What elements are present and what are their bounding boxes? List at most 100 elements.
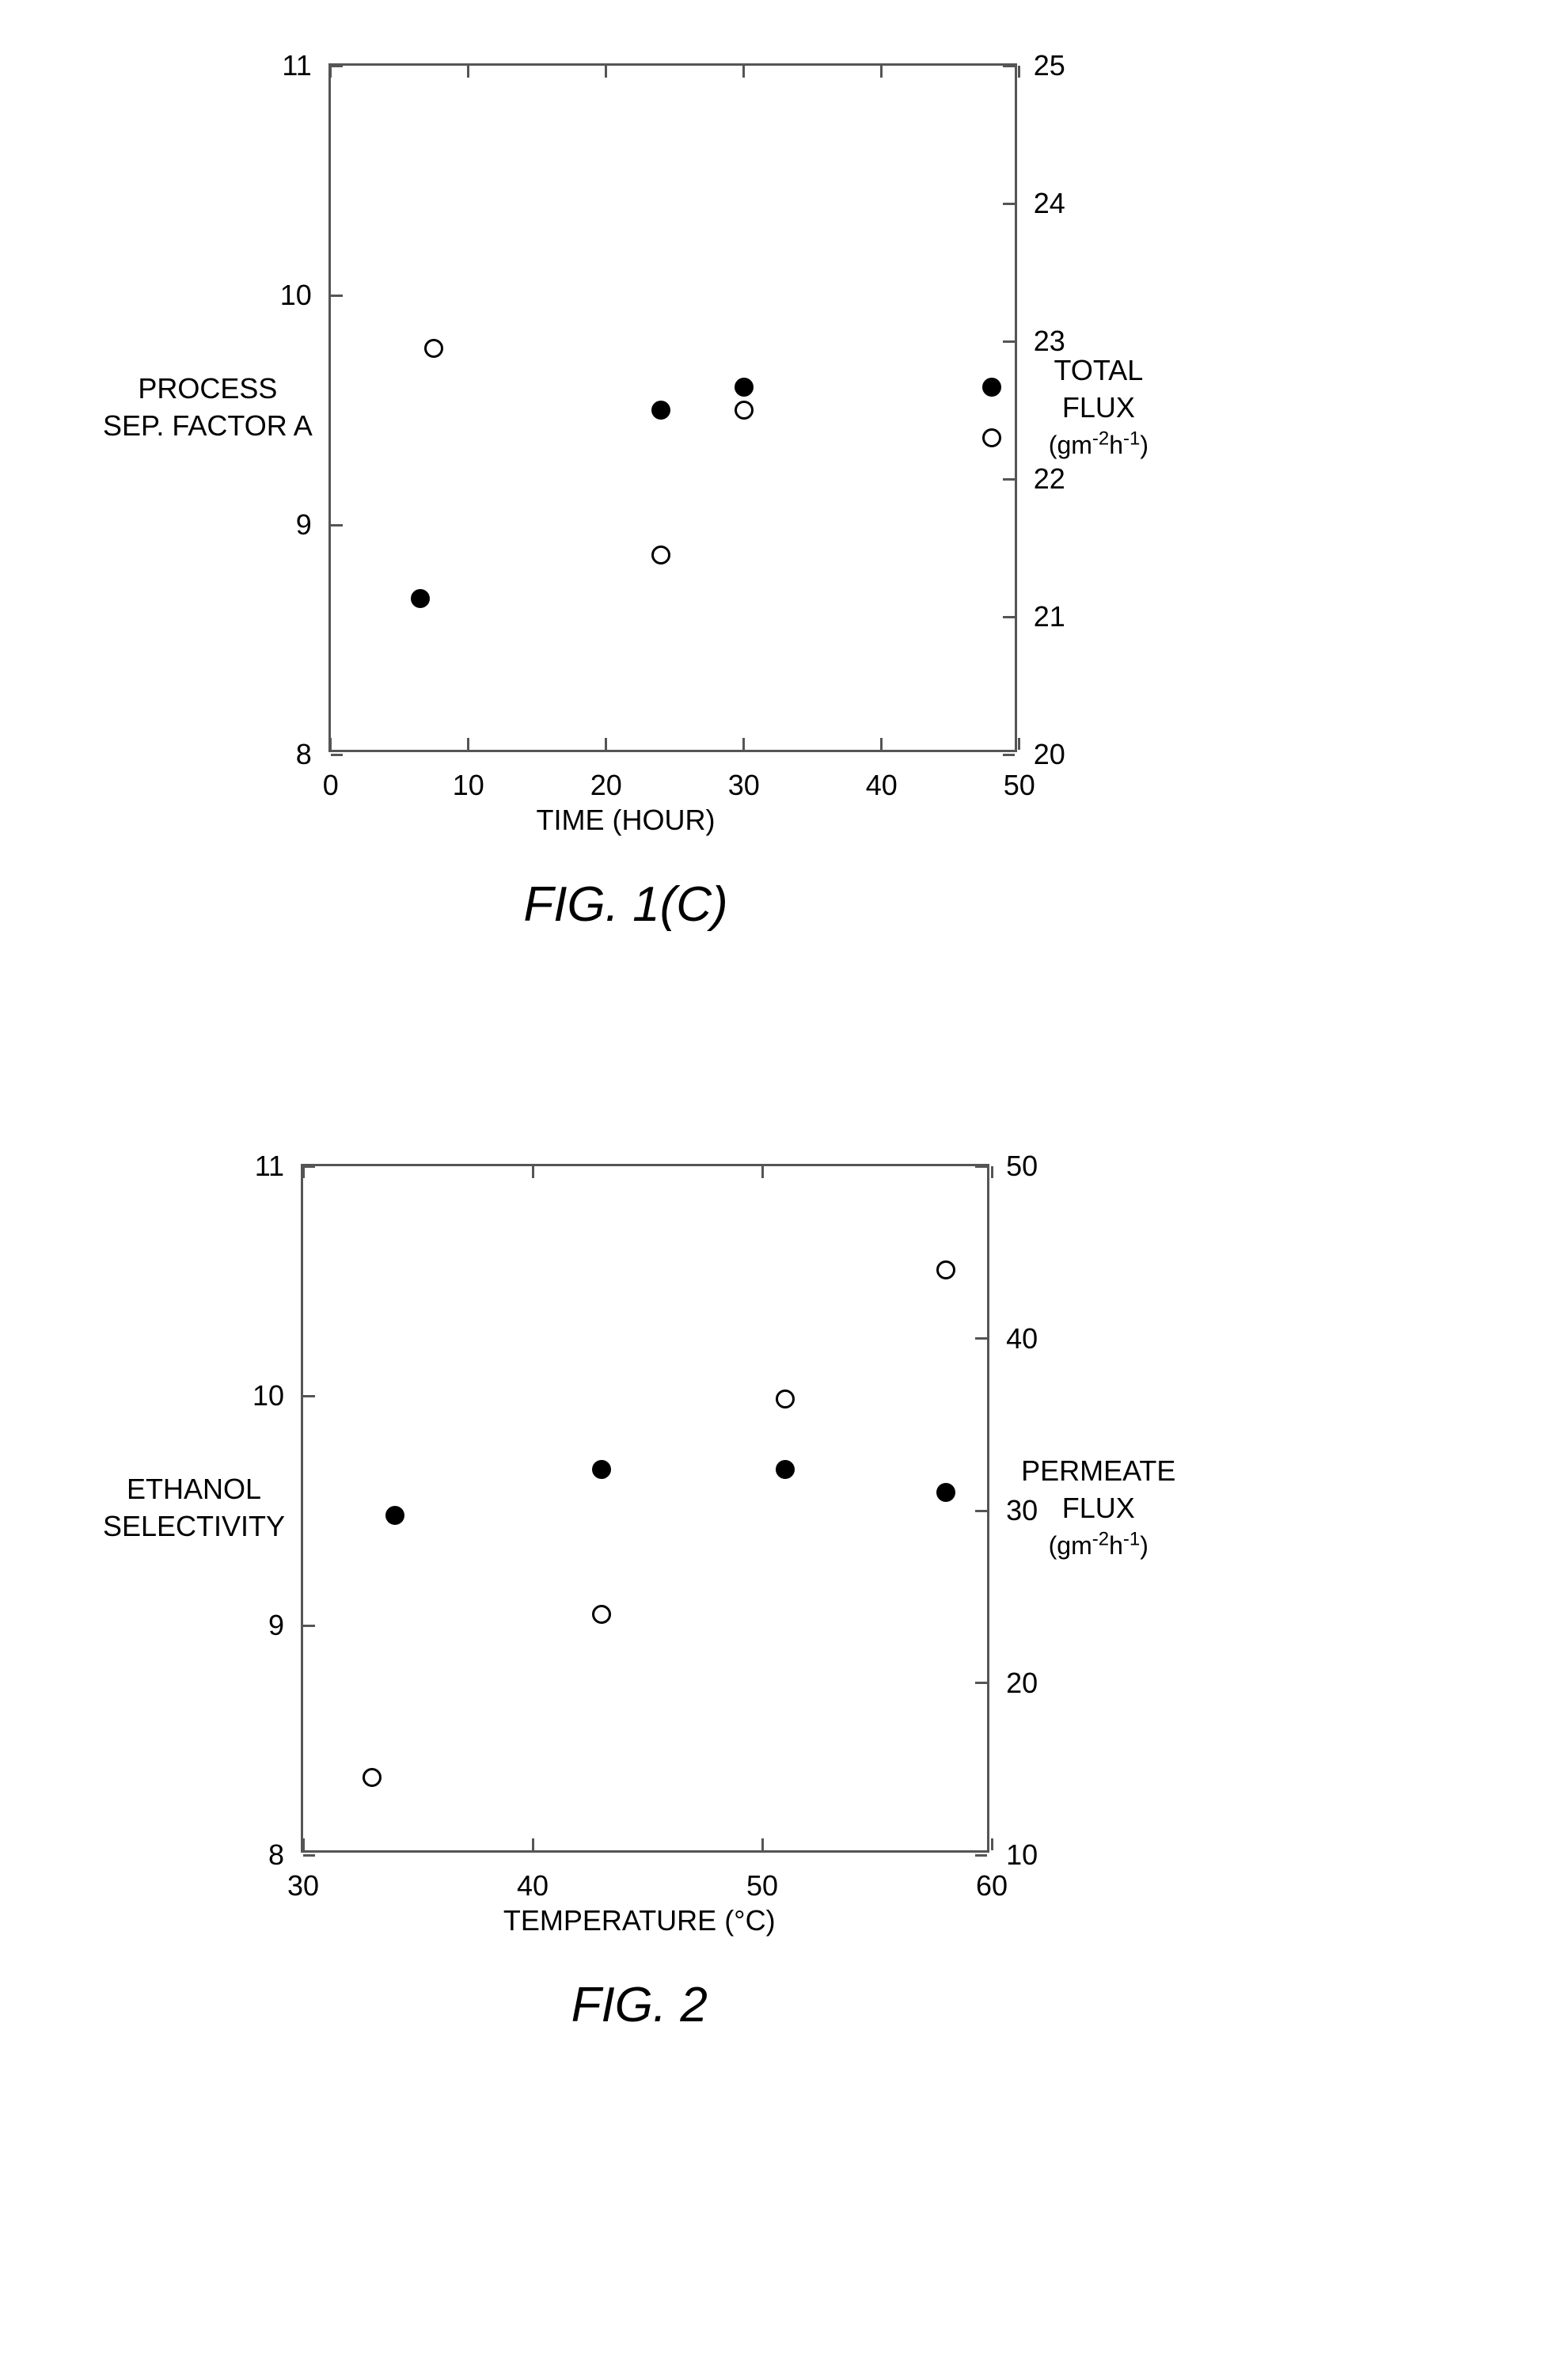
- x-tick-label: 30: [287, 1869, 319, 1903]
- data-point-open: [982, 428, 1001, 447]
- chart1-left-label-line2: SEP. FACTOR A: [103, 409, 313, 442]
- y-left-tick: [303, 1165, 315, 1168]
- x-tick: [532, 1166, 534, 1178]
- y-right-tick-label: 50: [1006, 1150, 1038, 1183]
- x-tick: [467, 66, 469, 78]
- chart-2-wrapper: ETHANOL SELECTIVITY 30405060891011102030…: [103, 1164, 1175, 1853]
- chart2-right-label-unit: (gm-2h-1): [1049, 1531, 1148, 1560]
- y-right-tick: [1003, 616, 1015, 618]
- chart1-right-axis-label: TOTAL FLUX (gm-2h-1): [1049, 352, 1148, 463]
- chart1-plot-box: 01020304050891011202122232425: [328, 63, 1017, 752]
- data-point-filled: [982, 378, 1001, 397]
- x-tick: [761, 1166, 764, 1178]
- chart1-right-label-line1: TOTAL: [1054, 354, 1144, 386]
- x-tick: [880, 738, 883, 750]
- x-tick: [761, 1838, 764, 1850]
- x-tick: [991, 1838, 993, 1850]
- data-point-filled: [651, 401, 670, 420]
- data-point-filled: [776, 1460, 795, 1479]
- x-tick: [467, 738, 469, 750]
- y-left-tick-label: 8: [268, 1838, 284, 1872]
- data-point-open: [776, 1389, 795, 1408]
- chart2-plot-box: 304050608910111020304050: [301, 1164, 989, 1853]
- y-right-tick: [1003, 754, 1015, 756]
- chart2-right-label-line1: PERMEATE: [1021, 1454, 1175, 1487]
- x-tick-label: 50: [746, 1869, 778, 1903]
- y-right-tick-label: 30: [1006, 1494, 1038, 1527]
- y-right-tick: [975, 1165, 987, 1168]
- data-point-open: [592, 1605, 611, 1624]
- x-tick: [329, 738, 332, 750]
- x-tick: [302, 1166, 305, 1178]
- y-left-tick-label: 9: [296, 508, 312, 542]
- chart1-left-label-line1: PROCESS: [138, 372, 277, 405]
- y-left-tick: [331, 295, 343, 297]
- x-tick: [991, 1166, 993, 1178]
- x-tick: [605, 66, 607, 78]
- chart1-caption: FIG. 1(C): [523, 876, 727, 933]
- chart2-left-axis-label: ETHANOL SELECTIVITY: [103, 1471, 285, 1545]
- x-tick-label: 20: [590, 769, 622, 802]
- y-right-tick-label: 20: [1034, 738, 1065, 771]
- chart1-plot-area: 01020304050891011202122232425: [328, 63, 1017, 752]
- y-right-tick-label: 23: [1034, 325, 1065, 358]
- chart2-right-axis-label: PERMEATE FLUX (gm-2h-1): [1021, 1453, 1175, 1564]
- y-left-tick-label: 8: [296, 738, 312, 771]
- x-tick: [880, 66, 883, 78]
- y-left-tick-label: 10: [280, 279, 312, 312]
- x-tick-label: 0: [323, 769, 339, 802]
- y-left-tick: [303, 1854, 315, 1857]
- y-right-tick: [975, 1337, 987, 1340]
- data-point-open: [651, 546, 670, 565]
- data-point-open: [424, 339, 443, 358]
- data-point-filled: [385, 1506, 404, 1525]
- y-right-tick: [975, 1682, 987, 1684]
- y-left-tick-label: 11: [282, 49, 311, 82]
- chart1-right-label-unit: (gm-2h-1): [1049, 431, 1148, 459]
- figure-1c: PROCESS SEP. FACTOR A 010203040508910112…: [103, 63, 1148, 933]
- y-left-tick: [331, 524, 343, 527]
- y-right-tick: [1003, 203, 1015, 205]
- x-tick: [742, 738, 745, 750]
- y-left-tick-label: 10: [252, 1379, 284, 1412]
- x-tick: [1018, 738, 1020, 750]
- data-point-filled: [411, 589, 430, 608]
- y-left-tick-label: 11: [255, 1150, 284, 1183]
- y-right-tick-label: 22: [1034, 462, 1065, 496]
- y-right-tick: [1003, 478, 1015, 481]
- y-right-tick: [975, 1510, 987, 1512]
- data-point-filled: [735, 378, 754, 397]
- x-tick: [742, 66, 745, 78]
- data-point-filled: [592, 1460, 611, 1479]
- y-right-tick-label: 24: [1034, 187, 1065, 220]
- data-point-filled: [936, 1483, 955, 1502]
- chart1-right-label-line2: FLUX: [1062, 391, 1135, 424]
- x-tick: [605, 738, 607, 750]
- y-left-tick: [331, 65, 343, 67]
- y-right-tick-label: 25: [1034, 49, 1065, 82]
- chart2-x-axis-title: TEMPERATURE (°C): [503, 1904, 776, 1937]
- x-tick-label: 10: [453, 769, 484, 802]
- chart2-left-label-line2: SELECTIVITY: [103, 1510, 285, 1542]
- y-left-tick: [331, 754, 343, 756]
- y-right-tick: [1003, 340, 1015, 343]
- chart-1-wrapper: PROCESS SEP. FACTOR A 010203040508910112…: [103, 63, 1148, 752]
- y-left-tick: [303, 1625, 315, 1627]
- y-right-tick: [975, 1854, 987, 1857]
- y-right-tick-label: 21: [1034, 600, 1065, 633]
- y-right-tick-label: 10: [1006, 1838, 1038, 1872]
- y-right-tick: [1003, 65, 1015, 67]
- x-tick-label: 50: [1004, 769, 1035, 802]
- data-point-open: [363, 1768, 382, 1787]
- x-tick-label: 40: [866, 769, 898, 802]
- x-tick-label: 60: [976, 1869, 1008, 1903]
- chart1-x-axis-title: TIME (HOUR): [537, 804, 716, 837]
- x-tick-label: 30: [728, 769, 760, 802]
- x-tick: [302, 1838, 305, 1850]
- x-tick: [532, 1838, 534, 1850]
- chart2-left-label-line1: ETHANOL: [127, 1473, 261, 1505]
- x-tick-label: 40: [517, 1869, 549, 1903]
- chart2-caption: FIG. 2: [571, 1977, 708, 2033]
- figure-2: ETHANOL SELECTIVITY 30405060891011102030…: [103, 1164, 1175, 2033]
- x-tick: [1018, 66, 1020, 78]
